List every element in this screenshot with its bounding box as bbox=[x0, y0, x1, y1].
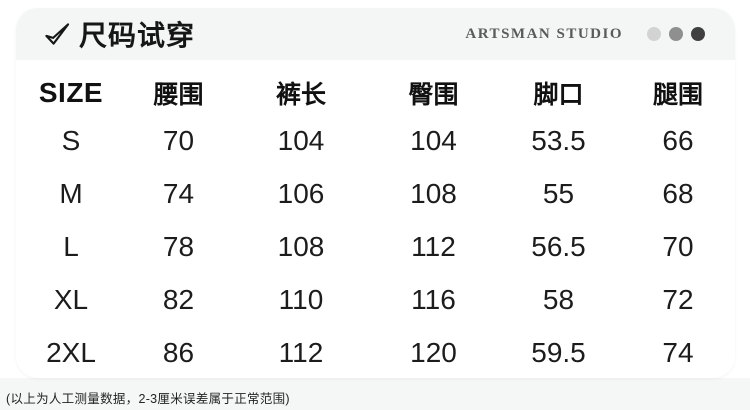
card-header-right: ARTSMAN STUDIO bbox=[465, 26, 705, 43]
table-header-row: SIZE 腰围 裤长 臀围 脚口 腿围 bbox=[16, 72, 735, 114]
value-cell: 106 bbox=[277, 177, 325, 209]
table-row: M 74 106 108 55 68 bbox=[16, 167, 735, 220]
value-cell: 70 bbox=[162, 124, 195, 156]
dot-dark-icon bbox=[691, 27, 705, 41]
size-cell: S bbox=[61, 124, 81, 156]
page-title: 尺码试穿 bbox=[79, 20, 196, 51]
value-cell: 55 bbox=[542, 177, 575, 209]
value-cell: 116 bbox=[411, 283, 456, 315]
card-header-left: 尺码试穿 bbox=[43, 14, 195, 54]
checkmark-icon bbox=[43, 21, 70, 48]
column-header-hip: 臀围 bbox=[408, 81, 459, 109]
size-cell: M bbox=[59, 177, 83, 209]
column-header-waist: 腰围 bbox=[153, 81, 204, 109]
value-cell: 104 bbox=[277, 124, 325, 156]
size-chart-card: 尺码试穿 ARTSMAN STUDIO SIZE 腰围 裤长 臀围 脚口 腿围 … bbox=[16, 8, 735, 378]
value-cell: 68 bbox=[662, 177, 694, 209]
decorative-dots bbox=[647, 27, 705, 41]
table-row: XL 82 110 116 58 72 bbox=[16, 273, 735, 326]
column-header-leg-opening: 脚口 bbox=[533, 81, 584, 109]
table-row: L 78 108 112 56.5 70 bbox=[16, 220, 735, 273]
page-background-strip bbox=[0, 378, 750, 410]
dot-medium-icon bbox=[669, 27, 683, 41]
value-cell: 78 bbox=[162, 230, 195, 262]
value-cell: 108 bbox=[410, 177, 457, 209]
measurement-disclaimer: (以上为人工测量数据，2-3厘米误差属于正常范围) bbox=[6, 392, 290, 406]
brand-name: ARTSMAN STUDIO bbox=[465, 25, 623, 42]
column-header-size: SIZE bbox=[38, 77, 104, 108]
value-cell: 74 bbox=[662, 336, 694, 368]
value-cell: 72 bbox=[662, 283, 694, 315]
value-cell: 58 bbox=[542, 283, 575, 315]
value-cell: 53.5 bbox=[531, 124, 586, 156]
table-row: 2XL 86 112 120 59.5 74 bbox=[16, 326, 735, 378]
value-cell: 112 bbox=[278, 336, 324, 368]
size-cell: L bbox=[63, 230, 79, 262]
value-cell: 82 bbox=[162, 283, 195, 315]
column-header-thigh: 腿围 bbox=[652, 81, 703, 109]
value-cell: 110 bbox=[278, 283, 324, 315]
value-cell: 112 bbox=[411, 230, 456, 262]
value-cell: 86 bbox=[162, 336, 195, 368]
table-row: S 70 104 104 53.5 66 bbox=[16, 114, 735, 167]
value-cell: 56.5 bbox=[531, 230, 586, 262]
value-cell: 59.5 bbox=[531, 336, 586, 368]
card-header: 尺码试穿 ARTSMAN STUDIO bbox=[16, 8, 735, 60]
value-cell: 104 bbox=[410, 124, 457, 156]
value-cell: 74 bbox=[162, 177, 195, 209]
value-cell: 108 bbox=[277, 230, 325, 262]
value-cell: 66 bbox=[662, 124, 694, 156]
column-header-pants-length: 裤长 bbox=[275, 81, 326, 109]
dot-light-icon bbox=[647, 27, 661, 41]
value-cell: 120 bbox=[410, 336, 457, 368]
size-cell: 2XL bbox=[46, 336, 96, 368]
size-cell: XL bbox=[53, 283, 89, 315]
value-cell: 70 bbox=[662, 230, 694, 262]
